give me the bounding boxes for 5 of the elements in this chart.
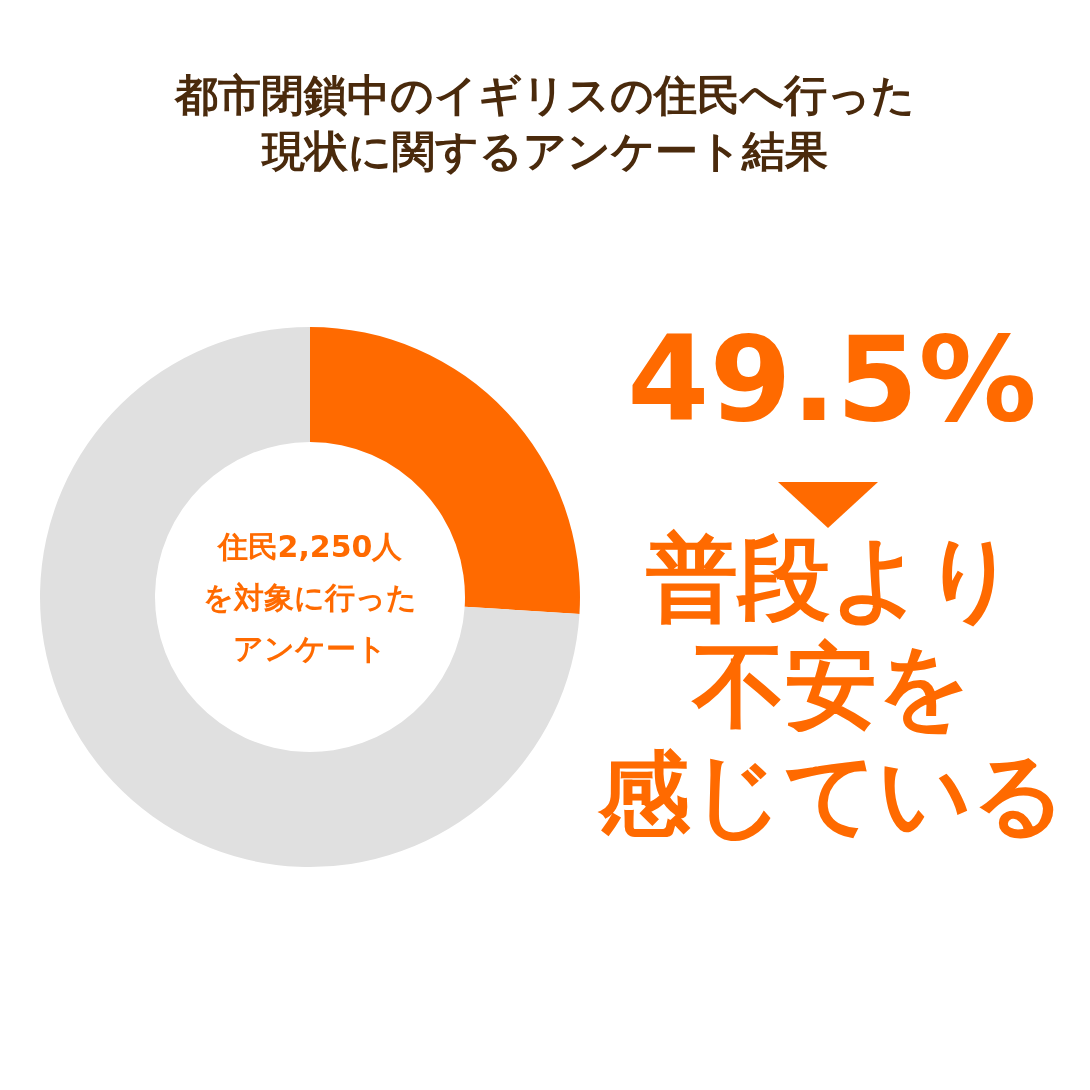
text: 普段より不安を感じている [597, 525, 1066, 848]
text: 49.5% [627, 310, 1037, 448]
donut-slice [40, 327, 580, 867]
text: 住民2,250人を対象に行ったアンケート [203, 529, 417, 666]
chart-title: 都市閉鎖中のイギリスの住民へ行った現状に関するアンケート結果 [174, 70, 915, 176]
